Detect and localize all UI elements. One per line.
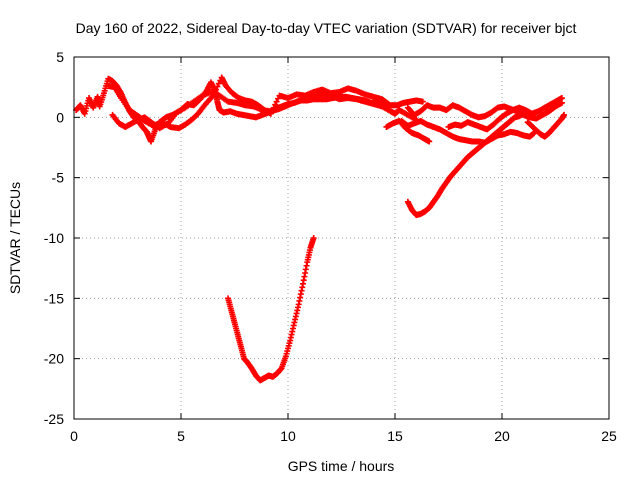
- series-track-9: [404, 110, 527, 219]
- series-track-5: [404, 99, 565, 122]
- y-tick-label: -5: [52, 170, 65, 186]
- series-track-3: [109, 88, 420, 132]
- y-tick-label: 5: [56, 49, 64, 65]
- series-track-1: [73, 75, 426, 145]
- chart-title: Day 160 of 2022, Sidereal Day-to-day VTE…: [76, 20, 577, 36]
- data-point: [426, 138, 433, 145]
- data-point: [520, 110, 527, 117]
- data-point: [384, 100, 391, 107]
- series-track-6: [398, 117, 538, 146]
- x-tick-label: 5: [177, 428, 185, 444]
- x-tick-label: 10: [280, 428, 296, 444]
- series-track-7: [445, 95, 565, 133]
- data-point: [214, 83, 221, 90]
- x-tick-label: 15: [387, 428, 403, 444]
- data-point: [561, 111, 568, 118]
- y-axis-label: SDTVAR / TECUs: [7, 182, 23, 294]
- x-axis-label: GPS time / hours: [288, 458, 395, 474]
- data-point: [310, 235, 317, 241]
- data-point: [558, 95, 565, 102]
- data-point: [419, 98, 426, 105]
- x-tick-label: 0: [70, 428, 78, 444]
- y-tick-label: -10: [44, 230, 64, 246]
- series-track-10: [225, 235, 317, 384]
- x-tick-label: 20: [494, 428, 510, 444]
- data-points: [73, 74, 568, 384]
- data-point: [385, 101, 392, 108]
- axis-ticks: 0 5 10 15 20 25 -25 -20 -15 -10 -5 0 5: [44, 49, 617, 444]
- y-tick-label: -20: [44, 351, 64, 367]
- data-point: [272, 101, 279, 108]
- series-track-8: [524, 111, 568, 140]
- data-point: [215, 80, 222, 87]
- data-point: [273, 98, 280, 105]
- y-tick-label: -15: [44, 290, 64, 306]
- y-tick-label: -25: [44, 411, 64, 427]
- y-tick-label: 0: [56, 109, 64, 125]
- x-tick-label: 25: [601, 428, 617, 444]
